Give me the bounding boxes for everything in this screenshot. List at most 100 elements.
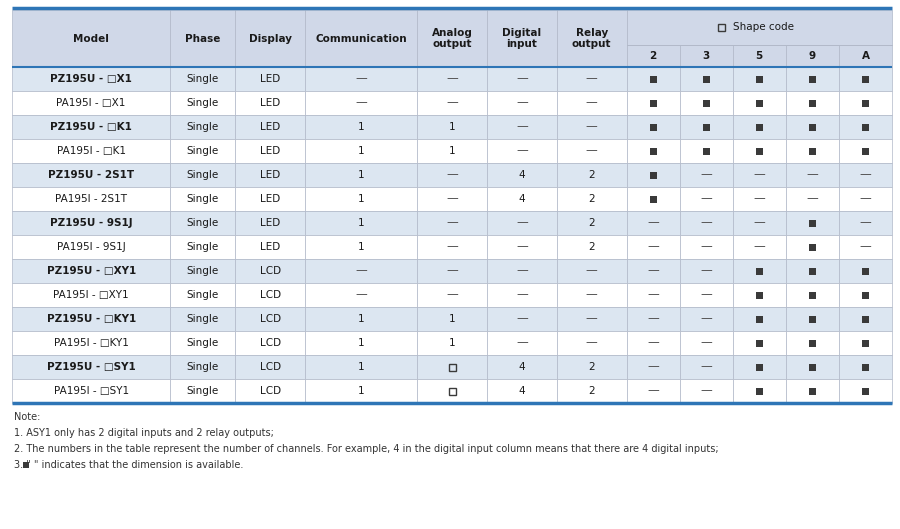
Text: —: — bbox=[516, 264, 527, 278]
Bar bbox=[756, 99, 763, 106]
Bar bbox=[786, 379, 839, 403]
Text: PZ195U - 9S1J: PZ195U - 9S1J bbox=[50, 218, 132, 228]
Bar bbox=[170, 355, 236, 379]
Bar bbox=[557, 139, 626, 163]
Text: —: — bbox=[516, 144, 527, 158]
Bar bbox=[417, 283, 487, 307]
Bar bbox=[557, 91, 626, 115]
Text: —: — bbox=[647, 216, 659, 230]
Text: Single: Single bbox=[187, 74, 219, 84]
Text: LED: LED bbox=[260, 242, 281, 252]
Text: —: — bbox=[586, 288, 598, 302]
Bar bbox=[12, 115, 170, 139]
Bar bbox=[839, 115, 892, 139]
Text: PA195I - □SY1: PA195I - □SY1 bbox=[54, 386, 129, 396]
Bar bbox=[862, 76, 869, 83]
Text: 1: 1 bbox=[449, 314, 455, 324]
Bar bbox=[839, 187, 892, 211]
Bar bbox=[650, 76, 657, 83]
Text: —: — bbox=[356, 288, 367, 302]
Text: —: — bbox=[753, 193, 765, 205]
Text: —: — bbox=[586, 121, 598, 133]
Bar bbox=[12, 139, 170, 163]
Text: LCD: LCD bbox=[260, 290, 281, 300]
Bar bbox=[839, 379, 892, 403]
Bar bbox=[862, 340, 869, 346]
Text: —: — bbox=[516, 121, 527, 133]
Text: 1: 1 bbox=[358, 338, 365, 348]
Text: —: — bbox=[647, 385, 659, 397]
Bar bbox=[839, 211, 892, 235]
Text: 1: 1 bbox=[449, 146, 455, 156]
Bar bbox=[756, 123, 763, 131]
Text: —: — bbox=[586, 313, 598, 325]
Bar bbox=[305, 163, 417, 187]
Bar bbox=[626, 331, 680, 355]
Bar bbox=[839, 139, 892, 163]
Bar bbox=[417, 91, 487, 115]
Text: Analog
output: Analog output bbox=[432, 28, 473, 49]
Text: —: — bbox=[516, 336, 527, 350]
Bar bbox=[487, 355, 557, 379]
Bar bbox=[557, 307, 626, 331]
Bar bbox=[756, 76, 763, 83]
Bar bbox=[733, 379, 786, 403]
Bar bbox=[557, 67, 626, 91]
Text: —: — bbox=[753, 169, 765, 181]
Bar bbox=[680, 355, 733, 379]
Bar bbox=[12, 10, 170, 67]
Text: —: — bbox=[700, 241, 712, 253]
Bar bbox=[626, 187, 680, 211]
Bar bbox=[12, 163, 170, 187]
Bar bbox=[733, 235, 786, 259]
Text: —: — bbox=[356, 72, 367, 86]
Bar bbox=[680, 235, 733, 259]
Text: —: — bbox=[860, 216, 871, 230]
Text: —: — bbox=[647, 360, 659, 373]
Text: —: — bbox=[700, 360, 712, 373]
Bar bbox=[626, 115, 680, 139]
Bar bbox=[417, 187, 487, 211]
Text: —: — bbox=[356, 96, 367, 110]
Bar bbox=[305, 67, 417, 91]
Text: LED: LED bbox=[260, 98, 281, 108]
Bar bbox=[305, 187, 417, 211]
Text: Single: Single bbox=[187, 242, 219, 252]
Bar bbox=[839, 163, 892, 187]
Text: PA195I - □XY1: PA195I - □XY1 bbox=[53, 290, 129, 300]
Bar bbox=[236, 331, 305, 355]
Text: —: — bbox=[753, 216, 765, 230]
Text: 1: 1 bbox=[358, 386, 365, 396]
Text: Single: Single bbox=[187, 266, 219, 276]
Bar bbox=[650, 148, 657, 154]
Bar bbox=[557, 10, 626, 67]
Text: Single: Single bbox=[187, 290, 219, 300]
Text: LCD: LCD bbox=[260, 314, 281, 324]
Text: 3. ": 3. " bbox=[14, 460, 31, 470]
Bar bbox=[417, 331, 487, 355]
Bar bbox=[786, 259, 839, 283]
Text: —: — bbox=[647, 288, 659, 302]
Text: —: — bbox=[860, 169, 871, 181]
Text: —: — bbox=[586, 336, 598, 350]
Bar bbox=[487, 235, 557, 259]
Text: 1: 1 bbox=[358, 314, 365, 324]
Text: —: — bbox=[446, 193, 458, 205]
Bar bbox=[170, 259, 236, 283]
Bar bbox=[786, 139, 839, 163]
Text: LED: LED bbox=[260, 194, 281, 204]
Text: LED: LED bbox=[260, 74, 281, 84]
Bar bbox=[170, 331, 236, 355]
Bar bbox=[626, 235, 680, 259]
Bar bbox=[417, 163, 487, 187]
Bar bbox=[417, 259, 487, 283]
Bar bbox=[680, 45, 733, 67]
Bar bbox=[733, 115, 786, 139]
Bar bbox=[557, 283, 626, 307]
Text: —: — bbox=[516, 96, 527, 110]
Bar bbox=[12, 211, 170, 235]
Bar bbox=[487, 10, 557, 67]
Text: —: — bbox=[806, 169, 818, 181]
Bar bbox=[626, 91, 680, 115]
Bar bbox=[680, 283, 733, 307]
